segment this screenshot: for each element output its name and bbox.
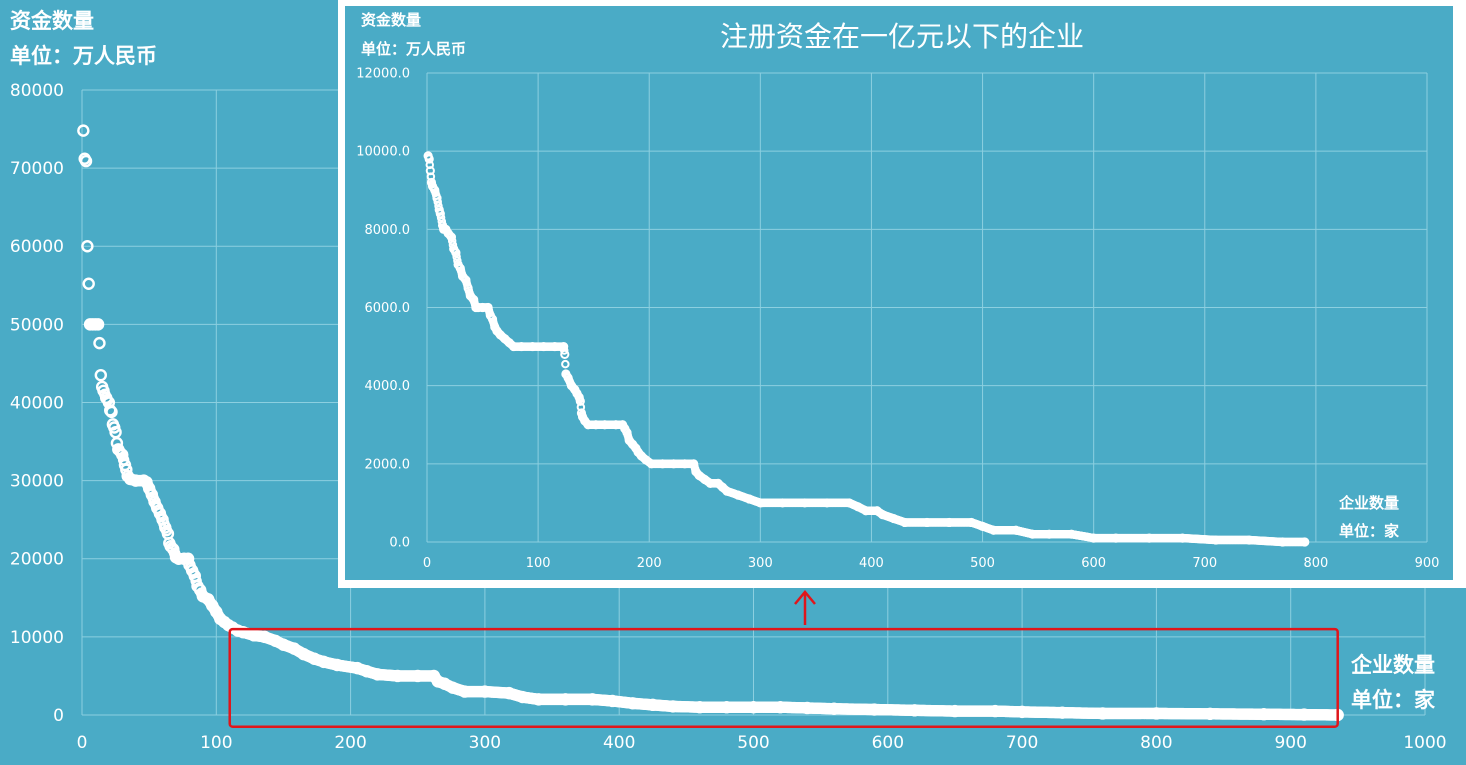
main-y-tick-label: 0 bbox=[53, 706, 64, 726]
main-data-point bbox=[81, 240, 94, 253]
inset-data-point bbox=[435, 209, 445, 219]
main-x-tick-label: 800 bbox=[1140, 733, 1172, 753]
main-x-axis-unit: 单位：家 bbox=[1351, 687, 1436, 712]
inset-data-point bbox=[436, 213, 446, 222]
inset-y-axis-title: 资金数量 bbox=[361, 11, 421, 29]
inset-x-tick-label: 400 bbox=[859, 556, 884, 571]
main-chart-points bbox=[77, 124, 1344, 722]
inset-x-axis-title: 企业数量 bbox=[1338, 494, 1399, 512]
main-y-tick-label: 20000 bbox=[10, 550, 64, 570]
main-y-axis-title: 资金数量 bbox=[10, 8, 94, 33]
inset-chart-points bbox=[423, 151, 1310, 547]
inset-x-tick-label: 600 bbox=[1081, 556, 1106, 571]
main-y-tick-label: 60000 bbox=[10, 237, 64, 257]
inset-x-tick-label: 0 bbox=[423, 556, 431, 571]
main-x-tick-label: 1000 bbox=[1403, 733, 1446, 753]
main-data-point bbox=[94, 368, 108, 382]
inset-data-point bbox=[446, 232, 457, 242]
inset-data-point bbox=[452, 252, 461, 261]
inset-y-tick-label: 12000.0 bbox=[356, 67, 410, 82]
inset-chart-y-ticks: 0.0 2000.0 4000.0 6000.0 8000.0 10000.0 12000.… bbox=[356, 67, 410, 551]
main-x-tick-label: 300 bbox=[469, 733, 501, 753]
inset-x-tick-label: 300 bbox=[748, 556, 773, 571]
zoom-arrow bbox=[794, 590, 816, 625]
main-chart-y-ticks: 0 10000 20000 30000 40000 50000 60000 70000 8000… bbox=[10, 81, 64, 726]
inset-data-point bbox=[432, 193, 442, 203]
main-y-tick-label: 10000 bbox=[10, 628, 64, 648]
inset-y-tick-label: 0.0 bbox=[389, 536, 410, 551]
inset-x-tick-label: 900 bbox=[1415, 556, 1440, 571]
main-y-tick-label: 30000 bbox=[10, 472, 64, 492]
inset-x-tick-label: 500 bbox=[970, 556, 995, 571]
main-chart-x-ticks: 0 100 200 300 400 500 600 700 800 900 1000 bbox=[77, 733, 1447, 753]
main-x-tick-label: 700 bbox=[1006, 733, 1038, 753]
main-x-tick-label: 500 bbox=[737, 733, 769, 753]
main-x-tick-label: 0 bbox=[77, 733, 88, 753]
inset-x-tick-label: 100 bbox=[526, 556, 551, 571]
inset-x-tick-label: 200 bbox=[637, 556, 662, 571]
main-x-tick-label: 100 bbox=[200, 733, 232, 753]
inset-chart-grid bbox=[426, 72, 1428, 543]
inset-chart-title: 注册资金在一亿元以下的企业 bbox=[720, 20, 1084, 53]
main-x-tick-label: 200 bbox=[334, 733, 366, 753]
inset-y-tick-label: 10000.0 bbox=[356, 145, 410, 160]
main-y-tick-label: 40000 bbox=[10, 393, 64, 413]
main-data-point bbox=[79, 154, 93, 168]
inset-data-point bbox=[561, 359, 570, 369]
inset-panel bbox=[345, 6, 1453, 580]
main-y-tick-label: 50000 bbox=[10, 315, 64, 335]
main-x-tick-label: 400 bbox=[603, 733, 635, 753]
inset-x-tick-label: 800 bbox=[1303, 556, 1328, 571]
inset-data-point bbox=[447, 236, 457, 246]
inset-x-axis-unit: 单位：家 bbox=[1339, 522, 1399, 540]
main-data-point bbox=[105, 405, 118, 419]
inset-data-point bbox=[560, 349, 570, 359]
inset-x-tick-label: 700 bbox=[1192, 556, 1217, 571]
inset-y-tick-label: 2000.0 bbox=[365, 457, 411, 472]
main-x-tick-label: 600 bbox=[872, 733, 904, 753]
inset-y-axis-unit: 单位：万人民币 bbox=[361, 40, 466, 58]
inset-data-point bbox=[1300, 537, 1310, 547]
main-data-point bbox=[77, 124, 90, 137]
main-y-tick-label: 80000 bbox=[10, 81, 64, 101]
main-data-point bbox=[93, 336, 106, 350]
main-y-tick-label: 70000 bbox=[10, 159, 64, 179]
main-x-tick-label: 900 bbox=[1274, 733, 1306, 753]
inset-y-tick-label: 8000.0 bbox=[365, 223, 411, 238]
inset-data-point bbox=[559, 346, 569, 355]
inset-y-tick-label: 6000.0 bbox=[365, 301, 411, 316]
main-data-point bbox=[91, 318, 105, 331]
main-x-axis-title: 企业数量 bbox=[1350, 652, 1435, 677]
inset-y-tick-label: 4000.0 bbox=[365, 379, 411, 394]
highlight-region-box bbox=[228, 627, 1339, 728]
main-data-point bbox=[101, 394, 114, 406]
inset-data-point bbox=[451, 248, 461, 258]
main-data-point bbox=[82, 277, 95, 290]
inset-chart-x-ticks: 0 100 200 300 400 500 600 700 800 900 bbox=[423, 556, 1440, 571]
main-y-axis-unit: 单位：万人民币 bbox=[10, 43, 157, 68]
inset-data-point bbox=[433, 197, 442, 207]
